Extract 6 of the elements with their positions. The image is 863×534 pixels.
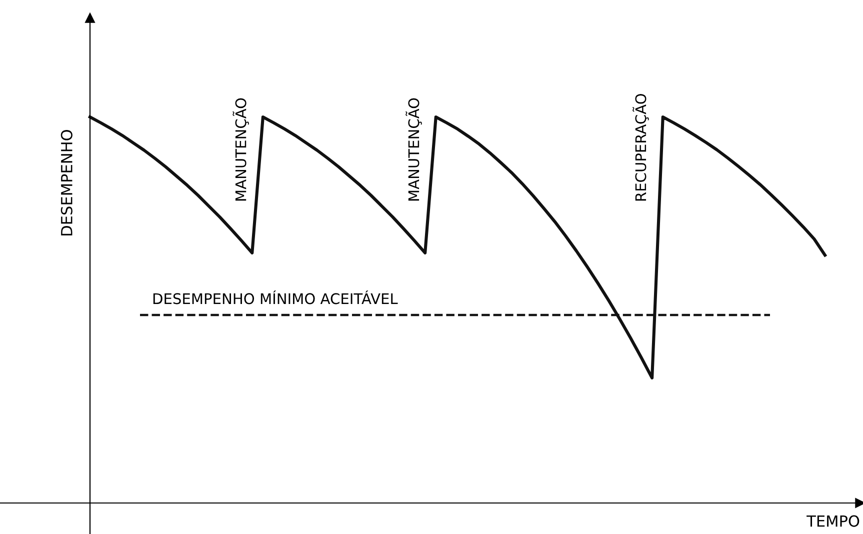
annotation: RECUPERAÇÃO <box>632 94 649 201</box>
annotation: MANUTENÇÃO <box>406 98 422 201</box>
x-axis-title: TEMPO <box>806 515 860 527</box>
annotation: MANUTENÇÃO <box>232 98 249 201</box>
ref-line-label: DESEMPENHO MÍNIMO ACEITÁVEL <box>153 290 398 304</box>
y-axis-title: DESEMPENHO <box>60 130 72 236</box>
